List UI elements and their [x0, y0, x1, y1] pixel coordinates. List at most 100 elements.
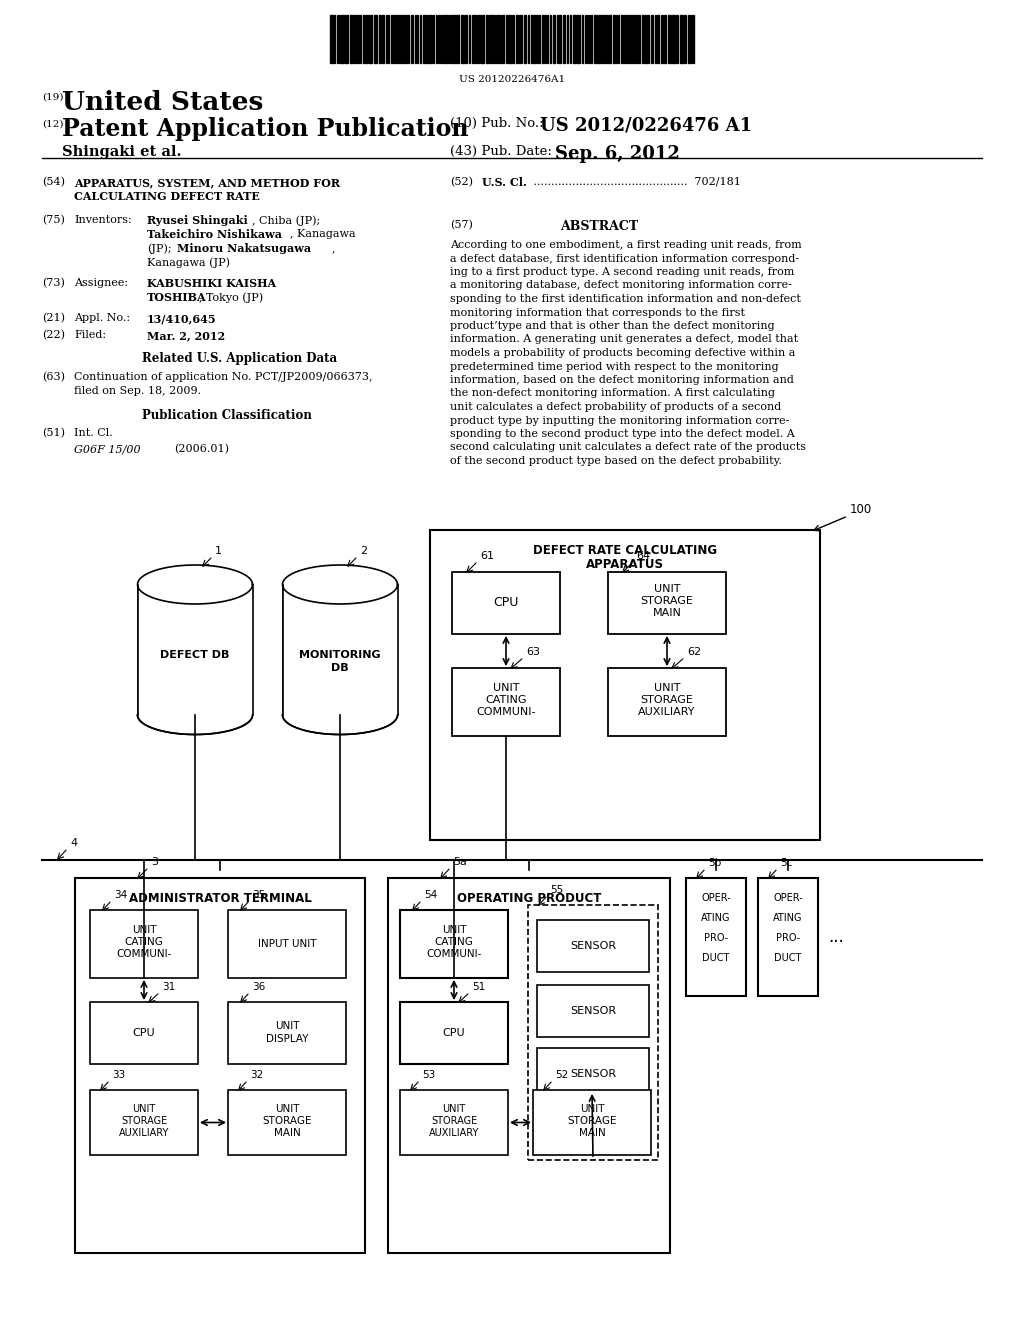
- Text: ,: ,: [332, 243, 336, 253]
- Text: OPER-: OPER-: [701, 894, 731, 903]
- Bar: [758, 878, 818, 997]
- Text: monitoring information that corresponds to the first: monitoring information that corresponds …: [450, 308, 745, 318]
- Text: ADMINISTRATOR TERMINAL: ADMINISTRATOR TERMINAL: [129, 892, 311, 906]
- Bar: [429, 15, 432, 63]
- Text: UNIT: UNIT: [132, 925, 157, 935]
- Text: (63): (63): [42, 372, 65, 383]
- Bar: [430, 531, 820, 840]
- Bar: [621, 15, 623, 63]
- Text: UNIT: UNIT: [274, 1020, 299, 1031]
- Text: DUCT: DUCT: [702, 953, 730, 964]
- Bar: [601, 15, 603, 63]
- Text: DB: DB: [331, 663, 349, 673]
- Bar: [662, 15, 663, 63]
- Bar: [366, 15, 368, 63]
- Text: second calculating unit calculates a defect rate of the products: second calculating unit calculates a def…: [450, 442, 806, 453]
- Text: PRO-: PRO-: [703, 933, 728, 942]
- Bar: [426, 15, 428, 63]
- Bar: [668, 15, 671, 63]
- Text: 54: 54: [424, 890, 437, 900]
- Text: STORAGE: STORAGE: [121, 1115, 167, 1126]
- Text: KABUSHIKI KAISHA: KABUSHIKI KAISHA: [147, 279, 276, 289]
- Bar: [613, 15, 615, 63]
- Text: 63: 63: [526, 647, 540, 657]
- Bar: [345, 15, 348, 63]
- Text: 35: 35: [252, 890, 265, 900]
- Text: (51): (51): [42, 428, 65, 438]
- Text: Int. Cl.: Int. Cl.: [74, 428, 113, 438]
- Text: (21): (21): [42, 313, 65, 323]
- Text: Inventors:: Inventors:: [74, 215, 132, 224]
- Text: CPU: CPU: [133, 1028, 156, 1038]
- Text: SENSOR: SENSOR: [570, 1006, 616, 1016]
- Text: UNIT: UNIT: [580, 1104, 604, 1114]
- Text: 100: 100: [850, 503, 872, 516]
- Text: (52): (52): [450, 177, 473, 187]
- Bar: [452, 15, 455, 63]
- Text: 61: 61: [480, 550, 494, 561]
- Text: (12): (12): [42, 120, 63, 129]
- Text: 64: 64: [636, 550, 650, 561]
- Text: 5a: 5a: [453, 857, 467, 867]
- Text: 53: 53: [422, 1071, 435, 1080]
- Bar: [486, 15, 488, 63]
- Bar: [524, 15, 526, 63]
- Bar: [497, 15, 499, 63]
- Text: AUXILIARY: AUXILIARY: [119, 1127, 169, 1138]
- Text: models a probability of products becoming defective within a: models a probability of products becomin…: [450, 348, 796, 358]
- Text: (75): (75): [42, 215, 65, 226]
- Bar: [573, 15, 575, 63]
- Text: US 20120226476A1: US 20120226476A1: [459, 75, 565, 84]
- Text: Shingaki et al.: Shingaki et al.: [62, 145, 181, 158]
- Bar: [444, 15, 447, 63]
- Text: (54): (54): [42, 177, 65, 187]
- Text: ATING: ATING: [773, 913, 803, 923]
- Text: ABSTRACT: ABSTRACT: [560, 220, 638, 234]
- Bar: [400, 15, 402, 63]
- Bar: [379, 15, 381, 63]
- Bar: [330, 15, 333, 63]
- Text: 2: 2: [360, 546, 368, 556]
- Text: filed on Sep. 18, 2009.: filed on Sep. 18, 2009.: [74, 385, 201, 396]
- Text: SENSOR: SENSOR: [570, 1069, 616, 1078]
- Text: , Chiba (JP);: , Chiba (JP);: [252, 215, 321, 226]
- Text: unit calculates a defect probability of products of a second: unit calculates a defect probability of …: [450, 403, 781, 412]
- Text: SENSOR: SENSOR: [570, 941, 616, 950]
- Text: 33: 33: [112, 1071, 125, 1080]
- Text: (10) Pub. No.:: (10) Pub. No.:: [450, 117, 544, 129]
- Text: ing to a first product type. A second reading unit reads, from: ing to a first product type. A second re…: [450, 267, 795, 277]
- Text: CATING: CATING: [434, 937, 473, 946]
- Bar: [452, 572, 560, 634]
- Text: a defect database, first identification information correspond-: a defect database, first identification …: [450, 253, 799, 264]
- Bar: [388, 878, 670, 1253]
- Text: Filed:: Filed:: [74, 330, 106, 341]
- Text: 36: 36: [252, 982, 265, 993]
- Bar: [400, 1090, 508, 1155]
- Text: DEFECT DB: DEFECT DB: [161, 649, 229, 660]
- Text: ............................................  702/181: ........................................…: [530, 177, 741, 187]
- Text: 62: 62: [687, 647, 701, 657]
- Bar: [423, 15, 425, 63]
- Text: product type by inputting the monitoring information corre-: product type by inputting the monitoring…: [450, 416, 790, 425]
- Bar: [369, 15, 372, 63]
- Bar: [489, 15, 492, 63]
- Text: AUXILIARY: AUXILIARY: [429, 1127, 479, 1138]
- Text: STORAGE: STORAGE: [641, 597, 693, 606]
- Text: AUXILIARY: AUXILIARY: [638, 708, 695, 717]
- Text: (2006.01): (2006.01): [174, 444, 229, 454]
- Bar: [676, 15, 678, 63]
- Text: 31: 31: [162, 982, 175, 993]
- Text: Related U.S. Application Data: Related U.S. Application Data: [142, 352, 337, 366]
- Bar: [627, 15, 629, 63]
- Text: information. A generating unit generates a defect, model that: information. A generating unit generates…: [450, 334, 798, 345]
- Bar: [664, 15, 666, 63]
- Bar: [90, 1002, 198, 1064]
- Polygon shape: [283, 585, 397, 715]
- Text: MONITORING: MONITORING: [299, 649, 381, 660]
- Text: CALCULATING DEFECT RATE: CALCULATING DEFECT RATE: [74, 191, 260, 202]
- Text: Minoru Nakatsugawa: Minoru Nakatsugawa: [177, 243, 311, 253]
- Bar: [516, 15, 518, 63]
- Bar: [90, 909, 198, 978]
- Text: 1: 1: [215, 546, 222, 556]
- Text: Kanagawa (JP): Kanagawa (JP): [147, 257, 230, 268]
